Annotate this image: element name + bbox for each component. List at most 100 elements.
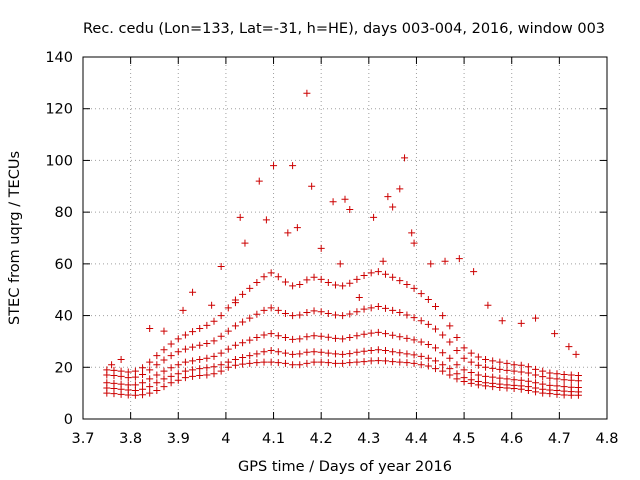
data-point <box>381 357 389 365</box>
data-point <box>203 354 211 362</box>
data-point <box>524 369 532 377</box>
data-point <box>317 332 325 340</box>
data-point <box>424 296 432 304</box>
data-point <box>231 356 239 364</box>
grid <box>83 57 607 419</box>
data-point <box>489 357 497 365</box>
y-tick-label: 140 <box>45 50 73 66</box>
data-point <box>239 360 247 368</box>
data-point <box>460 344 468 352</box>
data-point <box>427 260 435 268</box>
data-point <box>231 299 239 307</box>
scatter-series <box>108 89 580 369</box>
data-point <box>410 239 418 247</box>
data-point <box>310 273 318 281</box>
data-point <box>160 346 168 354</box>
data-point <box>389 306 397 314</box>
data-point <box>139 379 147 387</box>
data-point <box>453 361 461 369</box>
data-point <box>346 334 354 342</box>
data-point <box>167 372 175 380</box>
data-point <box>360 305 368 313</box>
data-point <box>255 177 263 185</box>
data-point <box>572 350 580 358</box>
data-point <box>308 182 316 190</box>
data-point <box>346 206 354 214</box>
data-point <box>196 325 204 332</box>
data-point <box>267 269 275 277</box>
data-point <box>336 260 344 268</box>
data-point <box>179 306 187 314</box>
data-point <box>181 374 189 382</box>
data-point <box>353 348 361 356</box>
data-point <box>424 362 432 370</box>
data-point <box>360 271 368 279</box>
data-point <box>417 317 425 325</box>
data-point <box>331 281 339 289</box>
data-point <box>403 334 411 342</box>
data-point <box>241 239 249 247</box>
data-point <box>389 331 397 339</box>
data-point <box>289 162 297 170</box>
data-point <box>174 376 182 384</box>
data-point <box>267 330 275 338</box>
data-point <box>565 343 573 351</box>
data-point <box>160 356 168 364</box>
data-point <box>389 348 397 356</box>
data-point <box>353 308 361 316</box>
data-point <box>267 346 275 354</box>
data-point <box>560 371 568 379</box>
data-point <box>253 334 261 342</box>
data-point <box>317 308 325 316</box>
data-point <box>324 359 332 367</box>
data-point <box>379 257 387 265</box>
data-point <box>217 361 225 369</box>
x-axis-label: GPS time / Days of year 2016 <box>238 459 452 475</box>
data-point <box>103 379 111 387</box>
data-point <box>446 354 454 362</box>
data-point <box>146 325 154 332</box>
data-point <box>239 353 247 361</box>
data-point <box>303 276 311 284</box>
data-point <box>260 348 268 356</box>
data-point <box>270 162 278 170</box>
y-tick-label: 120 <box>45 102 73 118</box>
data-point <box>160 367 168 375</box>
x-tick-label: 4.6 <box>500 431 523 447</box>
x-tick-label: 3.8 <box>119 431 142 447</box>
data-point <box>439 312 447 320</box>
data-point <box>189 288 197 296</box>
data-point <box>417 338 425 346</box>
chart-title: Rec. cedu (Lon=133, Lat=-31, h=HE), days… <box>83 21 605 37</box>
data-points <box>103 89 582 399</box>
data-point <box>281 310 289 318</box>
data-point <box>324 333 332 341</box>
data-point <box>498 317 506 325</box>
data-point <box>367 304 375 312</box>
data-point <box>503 381 511 389</box>
data-point <box>553 370 561 378</box>
data-point <box>517 319 525 327</box>
data-point <box>117 367 125 375</box>
data-point <box>496 358 504 366</box>
data-point <box>474 353 482 361</box>
data-point <box>374 268 382 276</box>
data-point <box>353 358 361 366</box>
data-point <box>253 350 261 358</box>
data-point <box>231 341 239 349</box>
y-tick-label: 0 <box>64 412 73 428</box>
y-tick-label: 100 <box>45 153 73 169</box>
data-point <box>167 379 175 387</box>
data-point <box>560 383 568 391</box>
data-point <box>389 273 397 281</box>
data-point <box>489 373 497 381</box>
y-tick-label: 20 <box>55 360 73 376</box>
data-point <box>296 281 304 289</box>
data-point <box>410 351 418 359</box>
data-point <box>296 335 304 343</box>
data-point <box>246 284 254 292</box>
data-point <box>117 356 125 364</box>
data-point <box>224 345 232 353</box>
data-point <box>396 308 404 316</box>
